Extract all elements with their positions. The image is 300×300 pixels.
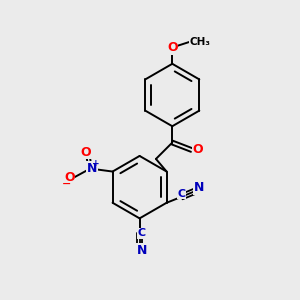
Text: +: +	[92, 159, 99, 168]
Text: N: N	[87, 162, 97, 175]
Text: C: C	[177, 189, 185, 199]
Text: O: O	[193, 142, 203, 156]
Text: CH₃: CH₃	[189, 37, 210, 46]
Text: N: N	[137, 244, 147, 257]
Text: O: O	[64, 171, 75, 184]
Text: −: −	[62, 178, 71, 188]
Text: N: N	[194, 182, 204, 194]
Text: O: O	[80, 146, 91, 159]
Text: C: C	[138, 228, 146, 238]
Text: O: O	[167, 41, 178, 54]
